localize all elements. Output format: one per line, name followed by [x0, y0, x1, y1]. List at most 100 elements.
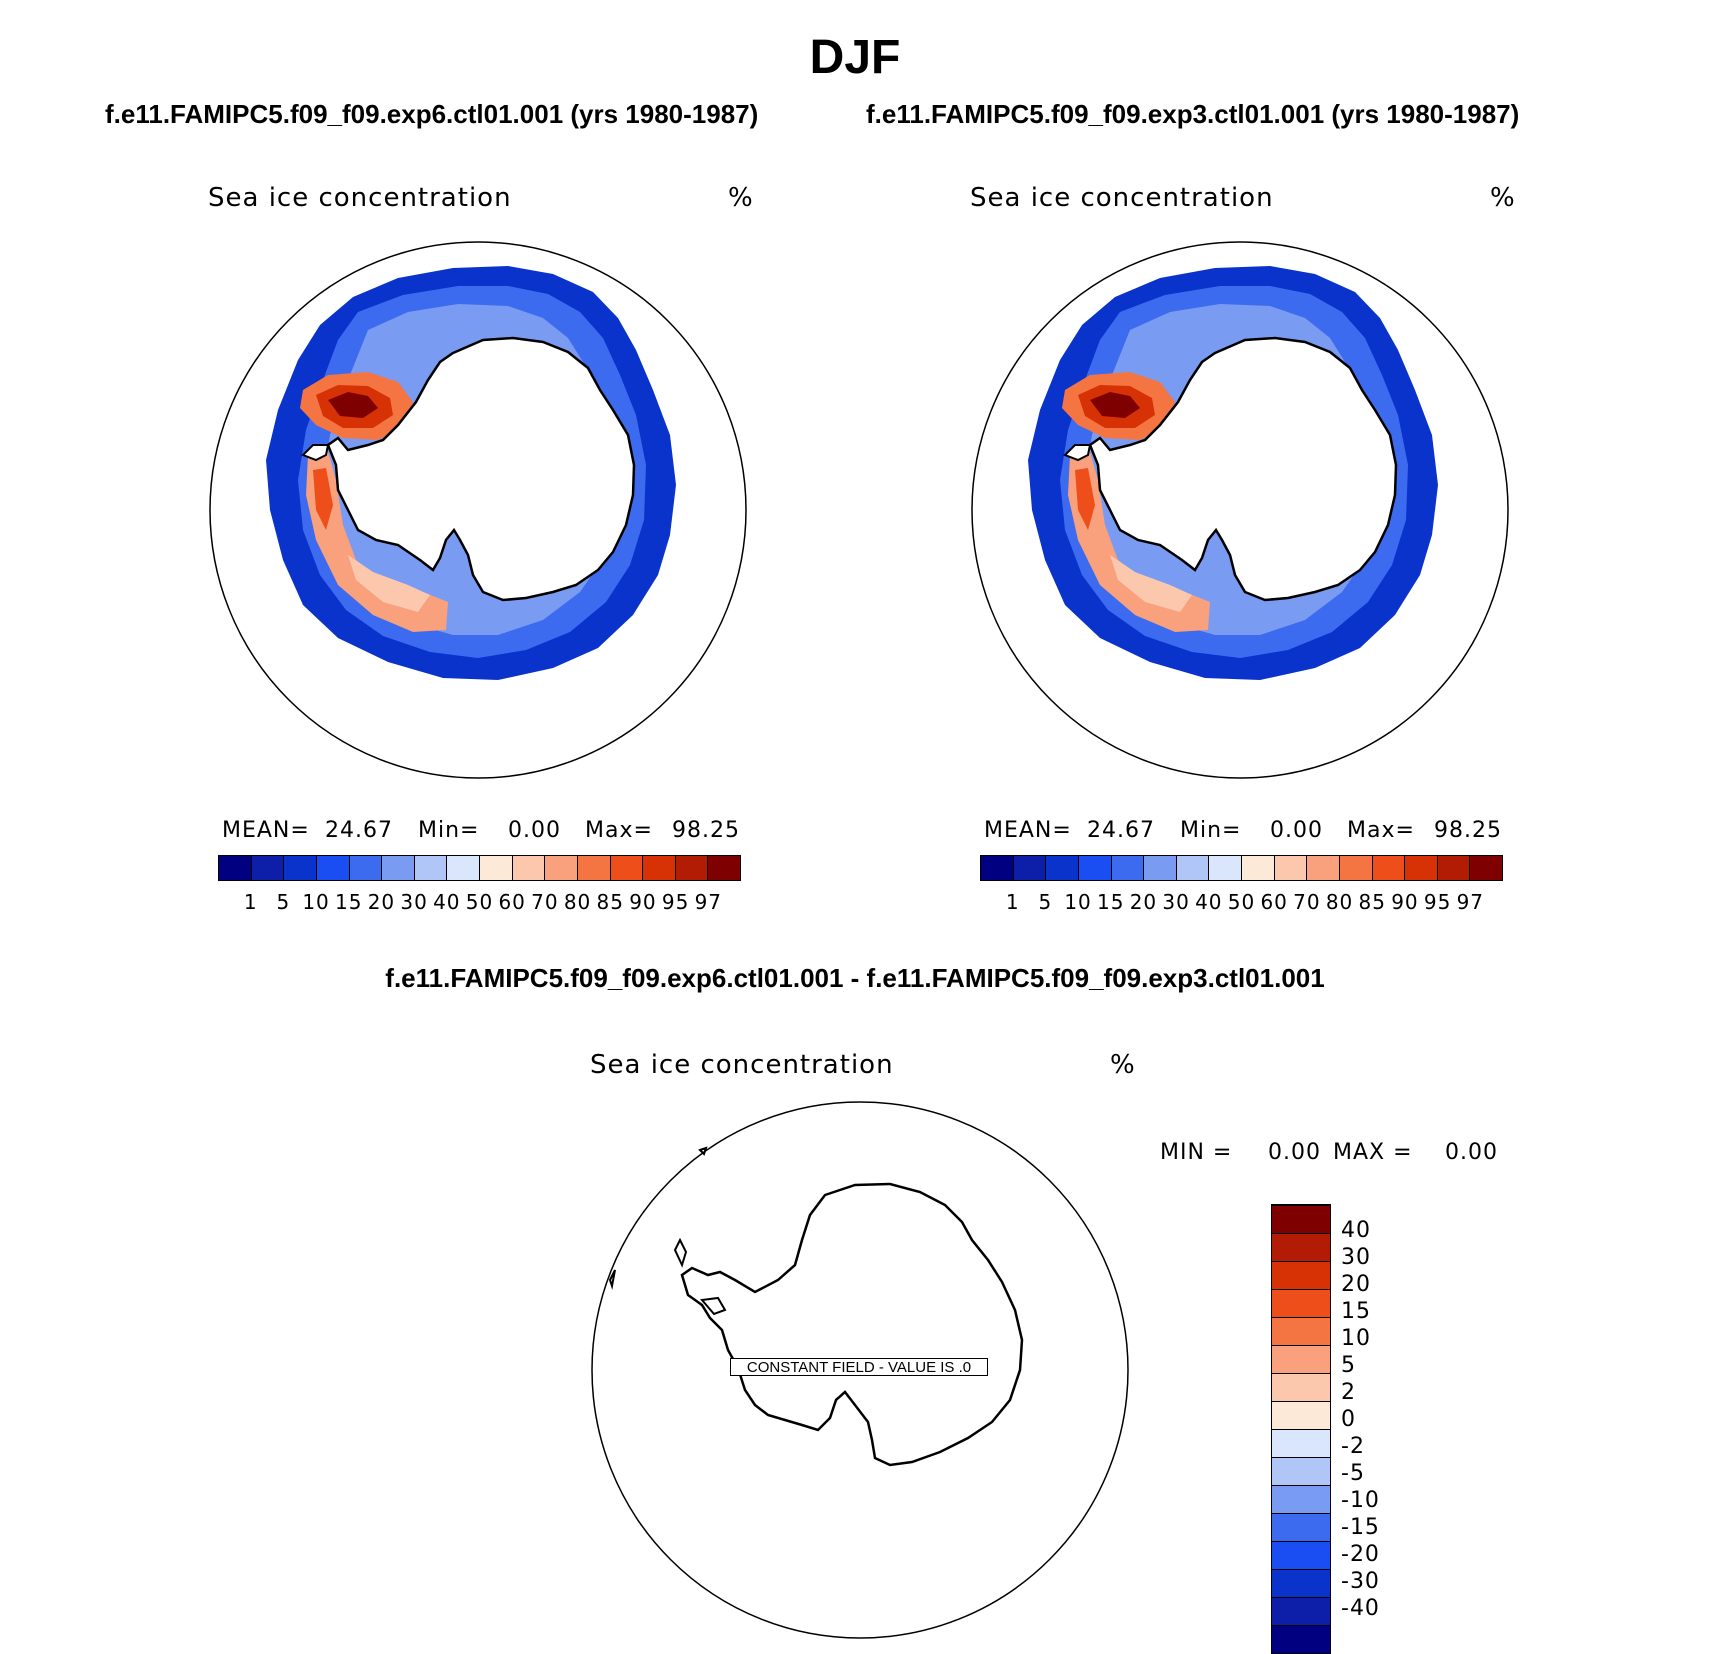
panel2-colorbar-tick-label: 95 — [1423, 890, 1452, 914]
panel1-colorbar-swatch — [349, 856, 383, 880]
panel2-colorbar-swatch — [1176, 856, 1210, 880]
case1-title: f.e11.FAMIPC5.f09_f09.exp6.ctl01.001 (yr… — [105, 99, 759, 129]
antarctica-coastline — [326, 336, 636, 602]
diff-colorbar-tick-label: 40 — [1341, 1218, 1371, 1243]
diff-colorbar-tick-label: -15 — [1341, 1515, 1380, 1540]
panel2-colorbar-swatch — [1046, 856, 1079, 880]
diff-colorbar-swatch — [1272, 1457, 1330, 1485]
diff-min-value: 0.00 — [1268, 1140, 1321, 1165]
panel1-colorbar-tick-label: 1 — [243, 890, 258, 914]
panel1-colorbar-tick-label: 20 — [367, 890, 396, 914]
panel2-colorbar-tick-label: 90 — [1391, 890, 1419, 914]
ross-high-ice — [1068, 445, 1210, 632]
panel1-colorbar-swatch — [675, 856, 709, 880]
panel2-colorbar-swatch — [1111, 856, 1145, 880]
panel1-colorbar-tick-label: 90 — [629, 890, 657, 914]
panel2-colorbar-swatch — [1437, 856, 1471, 880]
diff-colorbar-swatch — [1272, 1261, 1330, 1289]
diff-colorbar-swatch — [1272, 1289, 1330, 1317]
panel1-colorbar-tick-label: 50 — [465, 890, 494, 914]
panel2-units-label: % — [1490, 183, 1516, 213]
panel1-colorbar-swatch — [284, 856, 317, 880]
panel1-colorbar-swatch — [545, 856, 578, 880]
panel2-colorbar-tick-label: 97 — [1456, 890, 1485, 914]
diff-colorbar-tick-label: 2 — [1341, 1380, 1356, 1405]
panel2-max-value: 98.25 — [1434, 818, 1502, 843]
diff-colorbar-tick-label: -40 — [1341, 1596, 1380, 1621]
panel1-colorbar-swatch — [643, 856, 676, 880]
diff-colorbar-swatch — [1272, 1317, 1330, 1345]
diff-colorbar-tick-label: 15 — [1341, 1299, 1371, 1324]
diff-colorbar-tick-label: 5 — [1341, 1353, 1356, 1378]
diff-colorbar-tick-label: -10 — [1341, 1488, 1380, 1513]
panel1-units-label: % — [728, 183, 754, 213]
ross-high-ice — [306, 445, 448, 632]
panel1-mean-label: MEAN= — [222, 818, 310, 843]
season-title: DJF — [809, 31, 901, 84]
panel1-colorbar-tick-label: 95 — [661, 890, 690, 914]
diff-colorbar-swatch — [1272, 1485, 1330, 1513]
diff-colorbar-tick-label: -5 — [1341, 1461, 1365, 1486]
panel2-colorbar-swatch — [1078, 856, 1112, 880]
panel2-colorbar-swatch — [1339, 856, 1373, 880]
panel2-max-label: Max= — [1347, 818, 1415, 843]
panel2-mean-value: 24.67 — [1087, 818, 1155, 843]
panel1-colorbar-tick-label: 70 — [531, 890, 559, 914]
case2-title: f.e11.FAMIPC5.f09_f09.exp3.ctl01.001 (yr… — [866, 99, 1520, 129]
panel1-colorbar-tick-label: 10 — [302, 890, 330, 914]
panel2-colorbar-tick-label: 30 — [1162, 890, 1190, 914]
panel1-min-label: Min= — [418, 818, 480, 843]
diff-colorbar-tick-label: -30 — [1341, 1569, 1380, 1594]
diff-colorbar-tick-label: 10 — [1341, 1326, 1371, 1351]
panel1-colorbar-tick-label: 15 — [335, 890, 363, 914]
panel1-colorbar-tick-label: 5 — [276, 890, 291, 914]
diff-colorbar-swatch — [1272, 1401, 1330, 1429]
panel1-colorbar-swatch — [480, 856, 513, 880]
diff-max-value: 0.00 — [1445, 1140, 1498, 1165]
panel2-colorbar-tick-label: 20 — [1129, 890, 1158, 914]
difference-title: f.e11.FAMIPC5.f09_f09.exp6.ctl01.001 - f… — [385, 963, 1325, 993]
panel2-colorbar-swatch — [1144, 856, 1177, 880]
diff-colorbar-swatch — [1272, 1345, 1330, 1373]
panel1-colorbar — [218, 855, 741, 881]
panel2-min-value: 0.00 — [1270, 818, 1323, 843]
panel2-mean-label: MEAN= — [984, 818, 1072, 843]
antarctica-coastline — [1088, 336, 1398, 602]
panel2-colorbar-swatch — [1372, 856, 1406, 880]
panel1-colorbar-tick-label: 40 — [433, 890, 461, 914]
panel2-colorbar-tick-label: 85 — [1358, 890, 1386, 914]
panel2-colorbar-tick-label: 1 — [1005, 890, 1020, 914]
diff-colorbar-swatch — [1272, 1233, 1330, 1261]
panel2-colorbar-swatch — [1470, 856, 1502, 880]
panel2-colorbar-tick-label: 10 — [1064, 890, 1092, 914]
panel1-variable-label: Sea ice concentration — [208, 183, 512, 213]
diff-max-label: MAX = — [1333, 1140, 1413, 1165]
diff-colorbar-tick-label: 30 — [1341, 1245, 1371, 1270]
constant-field-note: CONSTANT FIELD - VALUE IS .0 — [730, 1358, 988, 1376]
panel2-colorbar-tick-label: 80 — [1325, 890, 1354, 914]
panel2-colorbar-swatch — [1242, 856, 1275, 880]
panel2-colorbar-tick-label: 70 — [1293, 890, 1321, 914]
panel1-colorbar-swatch — [577, 856, 611, 880]
panel2-colorbar-tick-label: 40 — [1195, 890, 1223, 914]
antarctica-coastline — [680, 1182, 1024, 1467]
panel1-colorbar-swatch — [251, 856, 285, 880]
diff-colorbar-tick-label: 20 — [1341, 1272, 1371, 1297]
diff-colorbar-swatch — [1272, 1597, 1330, 1625]
panel2-colorbar-swatch — [1405, 856, 1438, 880]
panel1-colorbar-tick-label: 85 — [596, 890, 624, 914]
panel1-min-value: 0.00 — [508, 818, 561, 843]
panel2-colorbar-tick-label: 15 — [1097, 890, 1125, 914]
panel1-colorbar-swatch — [447, 856, 480, 880]
panel1-colorbar-tick-label: 97 — [694, 890, 723, 914]
panel1-colorbar-tick-label: 80 — [563, 890, 592, 914]
panel2-colorbar-swatch — [1209, 856, 1242, 880]
diff-variable-label: Sea ice concentration — [590, 1050, 894, 1080]
diff-colorbar-tick-label: 0 — [1341, 1407, 1356, 1432]
panel1-colorbar-swatch — [512, 856, 546, 880]
panel1-colorbar-tick-label: 30 — [400, 890, 428, 914]
diff-units-label: % — [1110, 1050, 1136, 1080]
diff-colorbar-swatch — [1272, 1373, 1330, 1401]
panel1-map — [209, 241, 747, 779]
panel2-variable-label: Sea ice concentration — [970, 183, 1274, 213]
